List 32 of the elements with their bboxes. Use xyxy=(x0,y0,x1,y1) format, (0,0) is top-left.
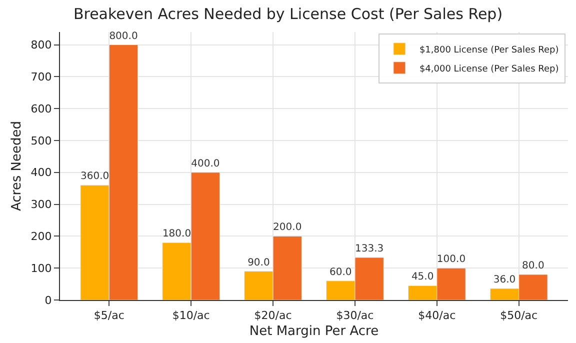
legend-label: $4,000 License (Per Sales Rep) xyxy=(419,64,559,74)
x-tick-label: $40/ac xyxy=(418,309,456,322)
data-label: 80.0 xyxy=(522,260,544,272)
x-tick-label: $30/ac xyxy=(336,309,374,322)
y-tick-label: 500 xyxy=(30,134,52,148)
data-label: 60.0 xyxy=(329,266,352,278)
data-label: 180.0 xyxy=(162,228,192,240)
x-tick-label: $20/ac xyxy=(254,309,292,322)
data-label: 360.0 xyxy=(80,171,110,182)
data-label: 800.0 xyxy=(109,30,138,42)
y-tick-label: 0 xyxy=(44,294,52,307)
data-label: 45.0 xyxy=(411,272,434,283)
data-label: 133.3 xyxy=(354,243,384,254)
x-axis-title: Net Margin Per Acre xyxy=(249,324,379,339)
y-tick-label: 400 xyxy=(30,166,52,180)
x-tick-label: $50/ac xyxy=(500,309,538,322)
y-tick-label: 300 xyxy=(30,198,52,212)
x-tick-label: $5/ac xyxy=(94,309,124,322)
y-axis-title: Acres Needed xyxy=(10,121,25,211)
y-tick-label: 700 xyxy=(30,70,52,84)
x-tick-label: $10/ac xyxy=(172,309,210,322)
data-label: 90.0 xyxy=(248,257,270,268)
legend-label: $1,800 License (Per Sales Rep) xyxy=(419,45,559,56)
data-label: 36.0 xyxy=(493,274,516,286)
data-label: 100.0 xyxy=(436,254,466,266)
data-label: 400.0 xyxy=(191,158,220,170)
y-tick-label: 100 xyxy=(30,262,52,275)
data-label: 200.0 xyxy=(273,222,302,234)
y-tick-label: 600 xyxy=(30,102,52,116)
y-tick-label: 200 xyxy=(30,230,52,244)
chart-title: Breakeven Acres Needed by License Cost (Per Sales Rep) xyxy=(73,5,503,24)
y-tick-label: 800 xyxy=(30,38,52,52)
